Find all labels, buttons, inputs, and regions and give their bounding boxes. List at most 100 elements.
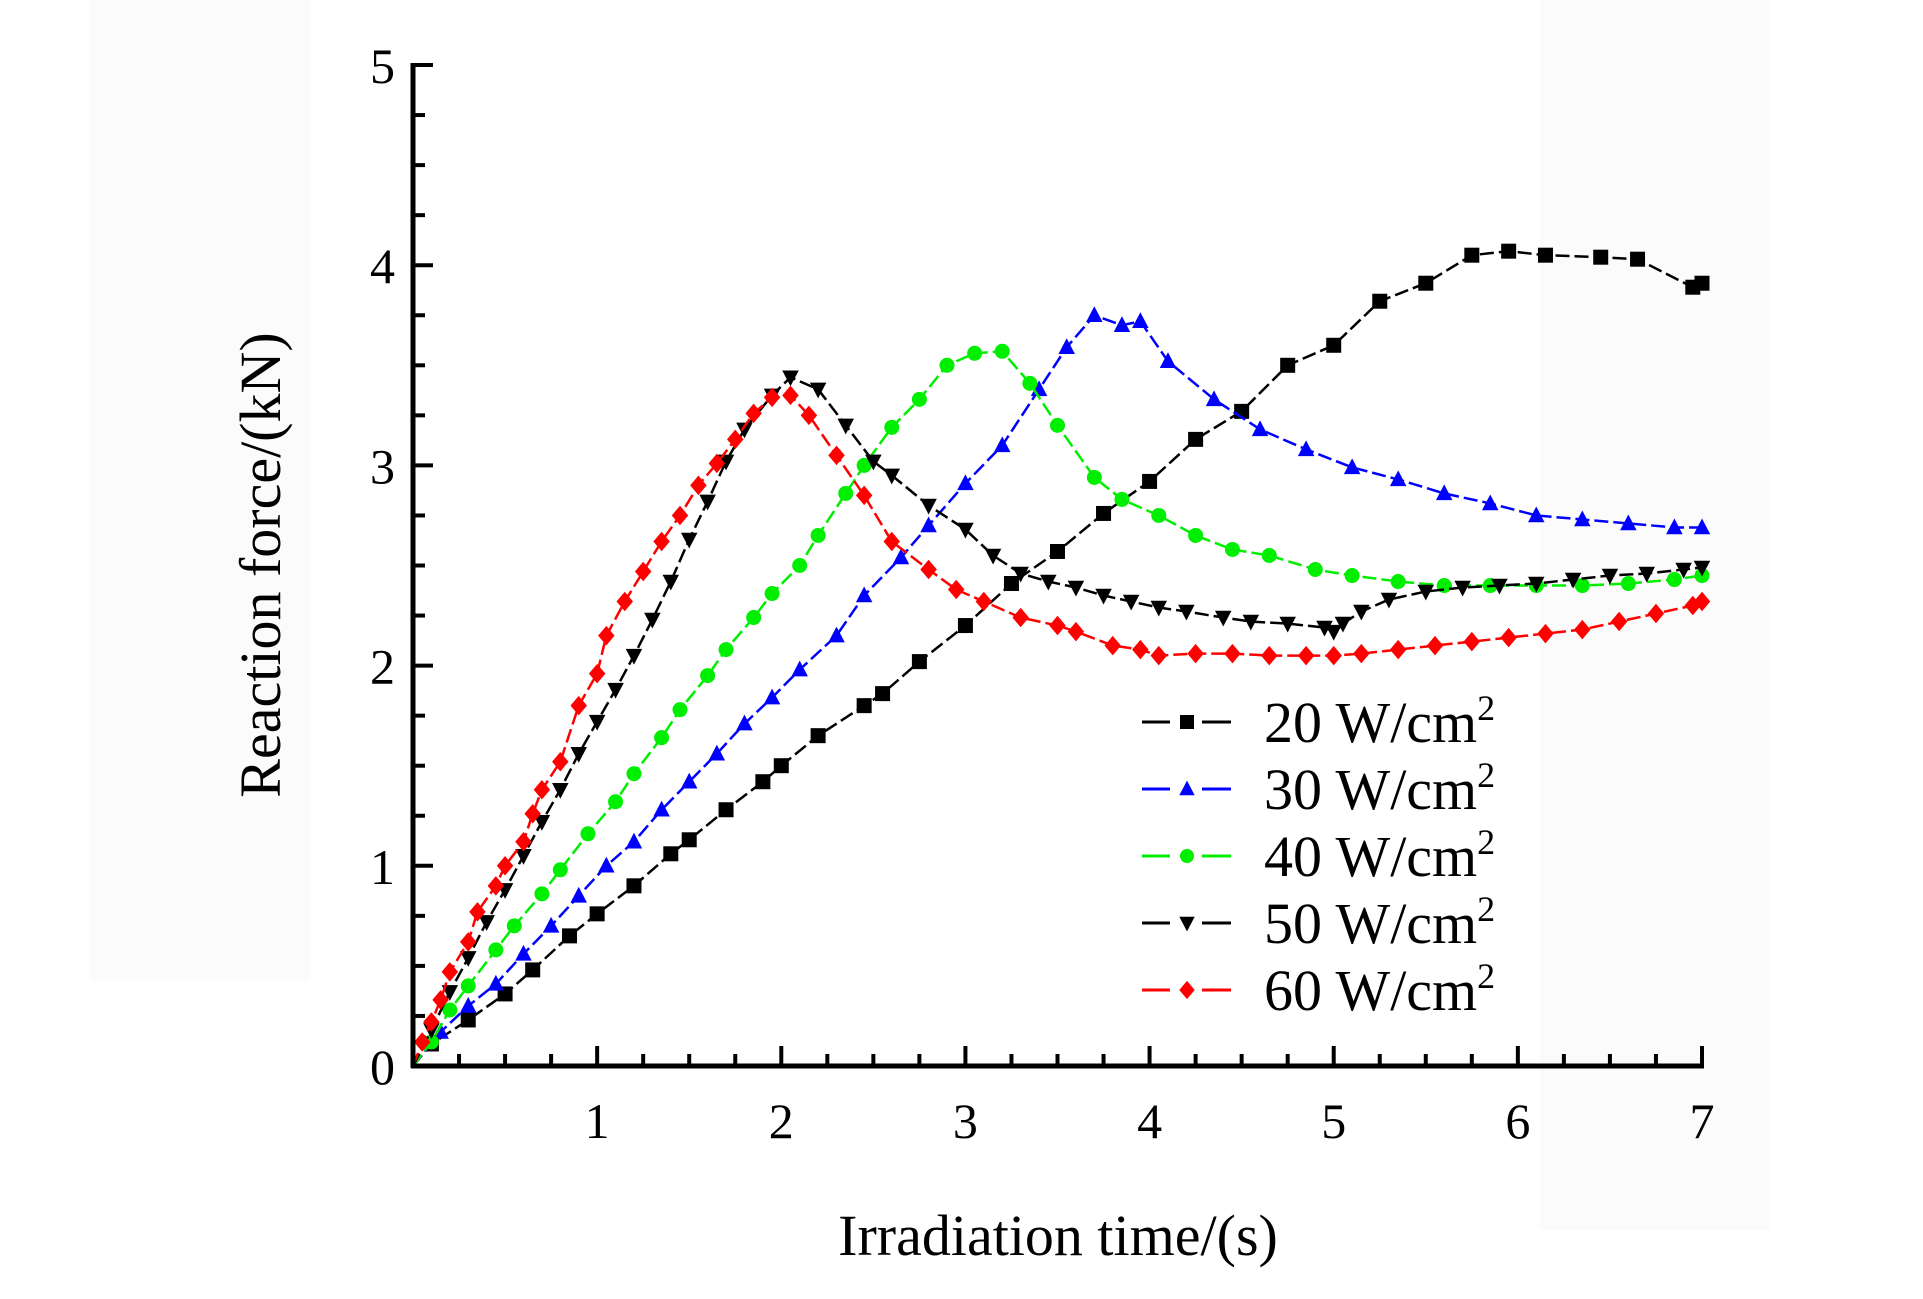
data-point xyxy=(1326,337,1342,353)
data-point xyxy=(671,505,689,526)
data-point xyxy=(699,494,716,511)
data-point xyxy=(634,561,652,582)
data-point xyxy=(975,591,993,612)
data-point xyxy=(589,906,605,922)
x-tick-label: 7 xyxy=(1690,1093,1715,1149)
data-point xyxy=(496,856,514,876)
data-point xyxy=(828,626,845,643)
data-point xyxy=(1454,580,1471,597)
data-point xyxy=(413,1032,431,1052)
data-point xyxy=(1343,458,1361,475)
data-point xyxy=(1564,572,1582,589)
data-point xyxy=(1537,623,1554,644)
data-point xyxy=(1481,494,1499,511)
data-point xyxy=(616,591,634,612)
data-point xyxy=(1012,566,1029,583)
data-point xyxy=(892,548,910,565)
data-point xyxy=(1297,440,1315,457)
data-point xyxy=(837,418,854,435)
data-point xyxy=(1142,473,1158,489)
data-point xyxy=(1353,643,1370,664)
data-point xyxy=(1224,643,1241,664)
data-point xyxy=(441,985,459,1001)
data-point xyxy=(663,846,679,862)
data-point xyxy=(755,774,771,790)
data-point xyxy=(662,574,680,591)
data-point xyxy=(1086,469,1102,485)
data-point xyxy=(883,468,901,485)
data-point xyxy=(708,453,726,474)
data-point xyxy=(1528,576,1545,593)
data-point xyxy=(525,962,541,978)
data-point xyxy=(690,475,707,496)
legend-marker xyxy=(1180,715,1194,729)
data-point xyxy=(552,782,569,799)
data-point xyxy=(680,772,698,789)
data-point xyxy=(810,728,826,744)
data-point xyxy=(828,445,845,466)
data-point xyxy=(865,454,882,471)
y-tick-label: 3 xyxy=(370,438,395,494)
data-point xyxy=(1390,574,1406,590)
data-point xyxy=(1113,316,1131,333)
legend-marker xyxy=(1180,849,1194,863)
legend-marker xyxy=(1179,916,1195,932)
data-point xyxy=(1693,518,1711,535)
data-point xyxy=(598,625,615,646)
data-point xyxy=(1050,543,1065,559)
data-point xyxy=(967,345,983,361)
ticks-layer xyxy=(413,63,1704,1066)
data-point xyxy=(800,405,818,426)
data-point xyxy=(1353,604,1370,621)
x-tick-label: 6 xyxy=(1505,1093,1530,1149)
series-2 xyxy=(412,306,1711,1067)
data-point xyxy=(653,531,670,552)
legend-marker xyxy=(1179,780,1195,796)
data-point xyxy=(542,916,560,933)
data-point xyxy=(441,962,459,982)
data-point xyxy=(653,800,670,817)
data-point xyxy=(1630,251,1646,267)
data-point xyxy=(1417,584,1435,601)
legend-label: 30 W/cm2 xyxy=(1264,755,1495,822)
data-point xyxy=(1050,417,1065,433)
data-point xyxy=(562,928,578,944)
data-point xyxy=(570,886,587,903)
legend-item: 40 W/cm2 xyxy=(1142,822,1495,889)
data-point xyxy=(1435,484,1453,501)
data-point xyxy=(506,918,522,934)
data-point xyxy=(1638,566,1656,583)
data-point xyxy=(1491,578,1508,595)
data-point xyxy=(1261,645,1278,666)
data-point xyxy=(809,382,827,399)
data-point xyxy=(1132,639,1149,660)
data-point xyxy=(1067,580,1085,597)
data-point xyxy=(1159,352,1177,369)
data-point xyxy=(782,370,799,387)
data-point xyxy=(1694,275,1710,291)
series-line xyxy=(412,249,1703,1067)
data-point xyxy=(1096,505,1112,521)
data-point xyxy=(764,586,780,602)
data-point xyxy=(423,1012,440,1032)
data-point xyxy=(1003,576,1019,592)
data-point xyxy=(626,766,642,782)
data-point xyxy=(1058,338,1075,355)
data-point xyxy=(763,387,781,408)
legend-item: 30 W/cm2 xyxy=(1142,755,1495,822)
data-point xyxy=(1693,591,1711,612)
data-point xyxy=(487,974,505,991)
data-point xyxy=(1224,541,1240,557)
data-point xyxy=(920,559,937,580)
series-4 xyxy=(411,370,1711,1067)
data-point xyxy=(1280,357,1296,373)
data-point xyxy=(1012,607,1029,628)
data-point xyxy=(1297,645,1315,666)
data-point xyxy=(1251,420,1269,437)
data-point xyxy=(994,343,1010,359)
data-point xyxy=(994,436,1011,453)
data-point xyxy=(1214,610,1232,627)
series-layer xyxy=(411,243,1711,1067)
data-point xyxy=(855,586,873,603)
series-line xyxy=(411,375,1703,1067)
